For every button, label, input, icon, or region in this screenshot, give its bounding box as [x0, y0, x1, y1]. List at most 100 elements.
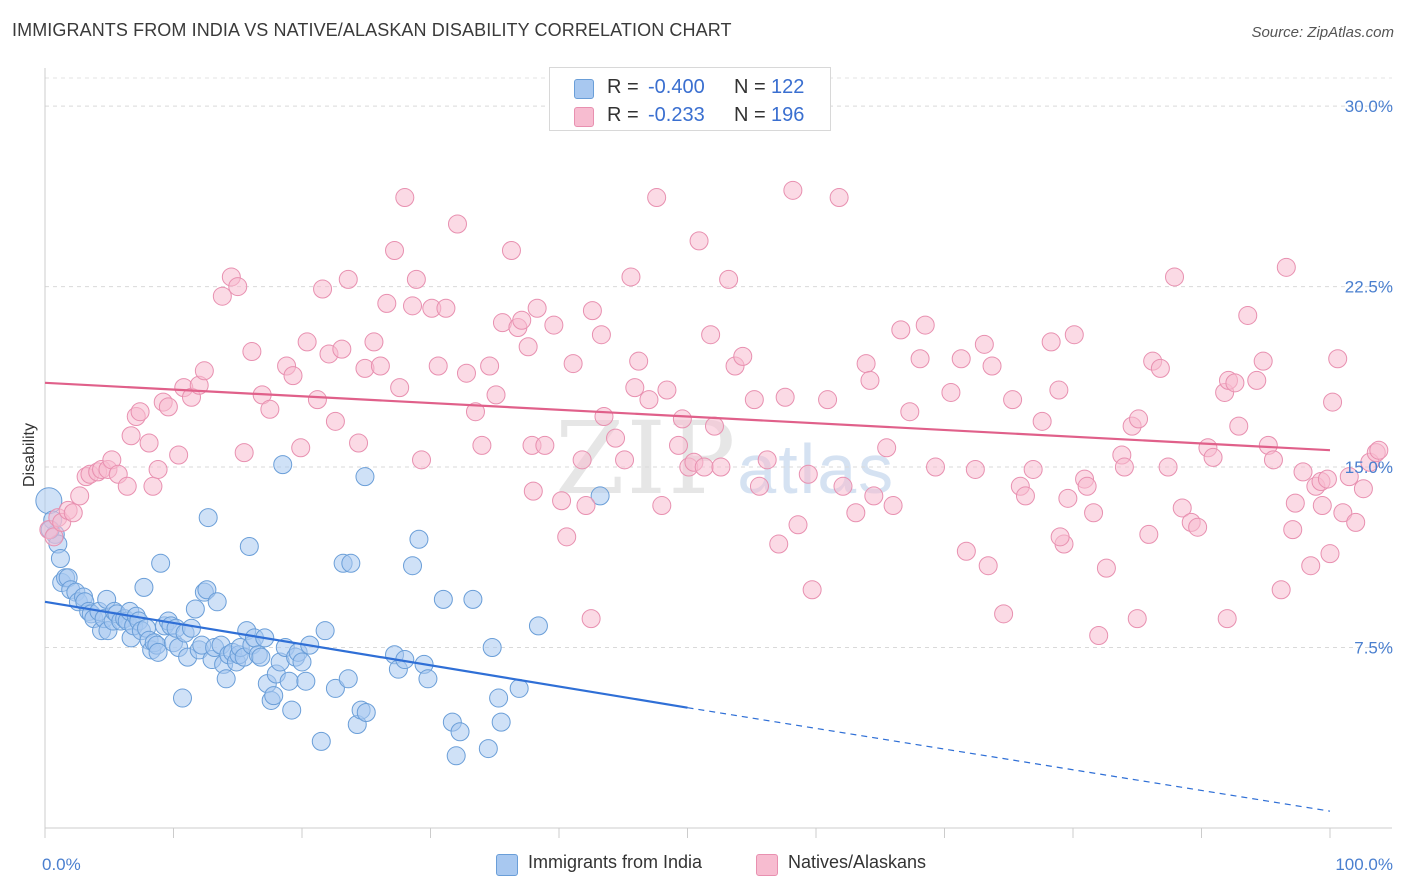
natives-point — [994, 604, 1014, 624]
natives-point — [769, 534, 789, 554]
natives-point — [965, 459, 985, 479]
y-tick-label: 7.5% — [1354, 639, 1393, 658]
india-point — [478, 739, 498, 759]
natives-point — [864, 486, 884, 506]
natives-point — [472, 435, 492, 455]
natives-point — [846, 503, 866, 523]
x-tick-label: 0.0% — [42, 855, 81, 874]
natives-point — [956, 541, 976, 561]
natives-point — [234, 443, 254, 463]
natives-point — [1188, 517, 1208, 537]
legend-swatch-india — [574, 79, 594, 99]
natives-point — [1320, 544, 1340, 564]
natives-point — [1283, 520, 1303, 540]
india-point — [491, 712, 511, 732]
natives-point — [733, 346, 753, 366]
natives-point — [1050, 527, 1070, 547]
legend-r-value: -0.233 — [648, 104, 705, 126]
natives-point — [615, 450, 635, 470]
natives-point — [518, 337, 538, 357]
natives-point — [910, 349, 930, 369]
natives-point — [900, 402, 920, 422]
natives-point — [1041, 332, 1061, 352]
natives-point — [1346, 512, 1366, 532]
natives-point — [307, 390, 327, 410]
natives-point — [783, 180, 803, 200]
natives-point — [406, 269, 426, 289]
india-point — [418, 669, 438, 689]
natives-point — [606, 428, 626, 448]
natives-point — [456, 363, 476, 383]
natives-point — [1127, 609, 1147, 629]
natives-point — [117, 476, 137, 496]
natives-point — [704, 416, 724, 436]
natives-point — [364, 332, 384, 352]
natives-point — [501, 240, 521, 260]
natives-point — [169, 445, 189, 465]
natives-point — [377, 293, 397, 313]
natives-point — [1003, 390, 1023, 410]
india-point — [463, 589, 483, 609]
natives-point — [1328, 349, 1348, 369]
natives-point — [338, 269, 358, 289]
natives-point — [291, 438, 311, 458]
natives-point — [1339, 467, 1359, 487]
natives-point — [557, 527, 577, 547]
natives-point — [1276, 257, 1296, 277]
natives-point — [1271, 580, 1291, 600]
source-label: Source: ZipAtlas.com — [1251, 24, 1394, 41]
india-point — [216, 669, 236, 689]
bottom-legend-swatch-natives — [756, 854, 778, 876]
india-point — [279, 671, 299, 691]
natives-point — [1089, 625, 1109, 645]
natives-point — [856, 354, 876, 374]
india-point — [239, 536, 259, 556]
natives-point — [1058, 488, 1078, 508]
natives-point — [332, 339, 352, 359]
natives-point — [833, 476, 853, 496]
india-point — [325, 678, 345, 698]
natives-point — [260, 399, 280, 419]
natives-point — [591, 325, 611, 345]
legend-n-value: 196 — [771, 104, 805, 126]
natives-point — [1229, 416, 1249, 436]
natives-point — [465, 402, 485, 422]
series-natives-points — [39, 180, 1389, 645]
natives-point — [941, 382, 961, 402]
natives-point — [877, 438, 897, 458]
natives-point — [701, 325, 721, 345]
natives-point — [581, 609, 601, 629]
natives-point — [283, 366, 303, 386]
y-tick-label: 30.0% — [1345, 97, 1393, 116]
natives-point — [818, 390, 838, 410]
india-trend-line — [44, 600, 688, 709]
natives-point — [228, 277, 248, 297]
legend-n-value: 122 — [771, 76, 805, 98]
india-point — [446, 746, 466, 766]
natives-point — [447, 214, 467, 234]
natives-point — [486, 385, 506, 405]
india-point — [134, 577, 154, 597]
natives-point — [1015, 486, 1035, 506]
natives-point — [349, 433, 369, 453]
natives-point — [130, 402, 150, 422]
natives-point — [1353, 479, 1373, 499]
natives-point — [63, 503, 83, 523]
bottom-legend-swatch-india — [496, 854, 518, 876]
natives-point — [915, 315, 935, 335]
natives-point — [657, 380, 677, 400]
india-point — [433, 589, 453, 609]
india-point — [264, 686, 284, 706]
natives-point — [891, 320, 911, 340]
natives-point — [1217, 609, 1237, 629]
natives-point — [788, 515, 808, 535]
india-point — [315, 621, 335, 641]
natives-point — [1317, 469, 1337, 489]
india-point — [181, 618, 201, 638]
bottom-legend-label-india: Immigrants from India — [528, 852, 703, 872]
india-point — [273, 455, 293, 475]
natives-point — [563, 354, 583, 374]
natives-point — [1333, 503, 1353, 523]
natives-point — [982, 356, 1002, 376]
